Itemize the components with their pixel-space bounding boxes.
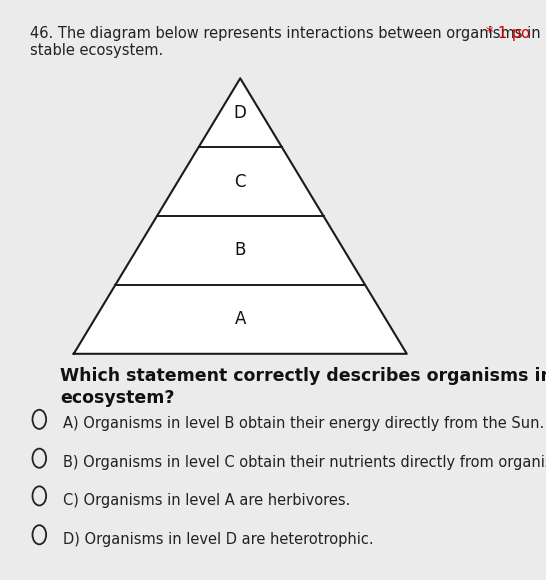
Text: Which statement correctly describes organisms in this
ecosystem?: Which statement correctly describes orga… <box>60 367 546 407</box>
Text: D) Organisms in level D are heterotrophic.: D) Organisms in level D are heterotrophi… <box>63 532 373 547</box>
Text: B) Organisms in level C obtain their nutrients directly from organisms in level : B) Organisms in level C obtain their nut… <box>63 455 546 470</box>
Polygon shape <box>74 78 407 354</box>
Text: stable ecosystem.: stable ecosystem. <box>30 44 163 59</box>
Text: B: B <box>235 241 246 259</box>
Text: 46. The diagram below represents interactions between organisms in a: 46. The diagram below represents interac… <box>30 26 546 41</box>
Text: C) Organisms in level A are herbivores.: C) Organisms in level A are herbivores. <box>63 493 350 508</box>
Text: A: A <box>235 310 246 328</box>
Text: A) Organisms in level B obtain their energy directly from the Sun.: A) Organisms in level B obtain their ene… <box>63 416 544 432</box>
Text: C: C <box>234 173 246 191</box>
Text: * 1 po: * 1 po <box>485 26 530 41</box>
Text: D: D <box>234 104 247 122</box>
